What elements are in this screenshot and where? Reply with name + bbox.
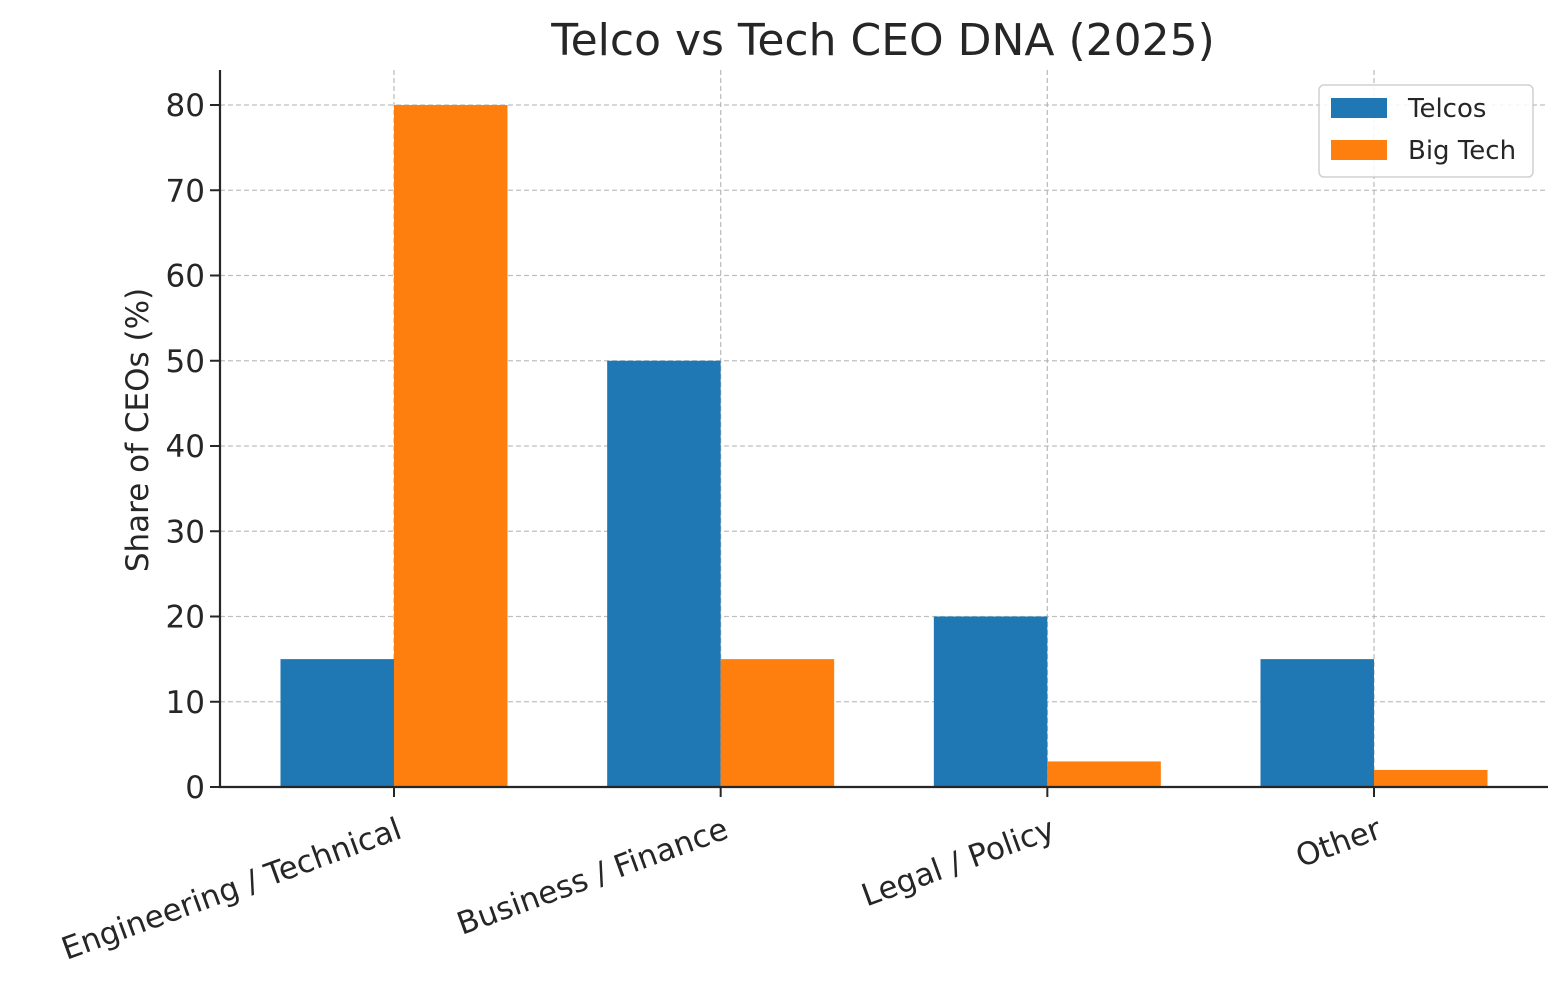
y-tick-label: 60 bbox=[166, 259, 205, 295]
y-tick-label: 50 bbox=[166, 344, 205, 380]
y-tick-label: 20 bbox=[166, 600, 205, 636]
y-tick-label: 80 bbox=[166, 88, 205, 124]
y-axis-label: Share of CEOs (%) bbox=[120, 288, 156, 572]
x-tick-label: Business / Finance bbox=[452, 811, 733, 942]
legend-label: Big Tech bbox=[1408, 136, 1516, 166]
x-tick-label: Engineering / Technical bbox=[57, 811, 406, 967]
bar-telcos bbox=[280, 659, 394, 787]
bar-telcos bbox=[933, 616, 1048, 787]
bars bbox=[280, 105, 1488, 787]
legend-swatch bbox=[1331, 98, 1387, 118]
x-tick-label: Other bbox=[1291, 811, 1386, 875]
legend: Telcos Big Tech bbox=[1318, 84, 1534, 178]
legend-label: Telcos bbox=[1407, 94, 1486, 124]
y-tick-label: 40 bbox=[166, 429, 205, 465]
bar-telcos bbox=[1260, 659, 1374, 787]
x-tick-label: Legal / Policy bbox=[857, 811, 1060, 914]
legend-swatch bbox=[1331, 140, 1387, 160]
bar-big-tech bbox=[1374, 769, 1488, 787]
y-tick-label: 0 bbox=[185, 770, 205, 806]
bar-big-tech bbox=[720, 659, 835, 787]
bar-telcos bbox=[607, 360, 721, 787]
chart-title: Telco vs Tech CEO DNA (2025) bbox=[550, 15, 1215, 66]
bar-big-tech bbox=[1047, 761, 1161, 787]
y-tick-label: 30 bbox=[166, 514, 205, 550]
y-tick-label: 70 bbox=[166, 173, 205, 209]
bar-big-tech bbox=[394, 105, 508, 787]
y-tick-label: 10 bbox=[166, 685, 205, 721]
axes: 0 10 20 30 40 50 60 70 80 Engineering / Technical… bbox=[57, 70, 1548, 968]
